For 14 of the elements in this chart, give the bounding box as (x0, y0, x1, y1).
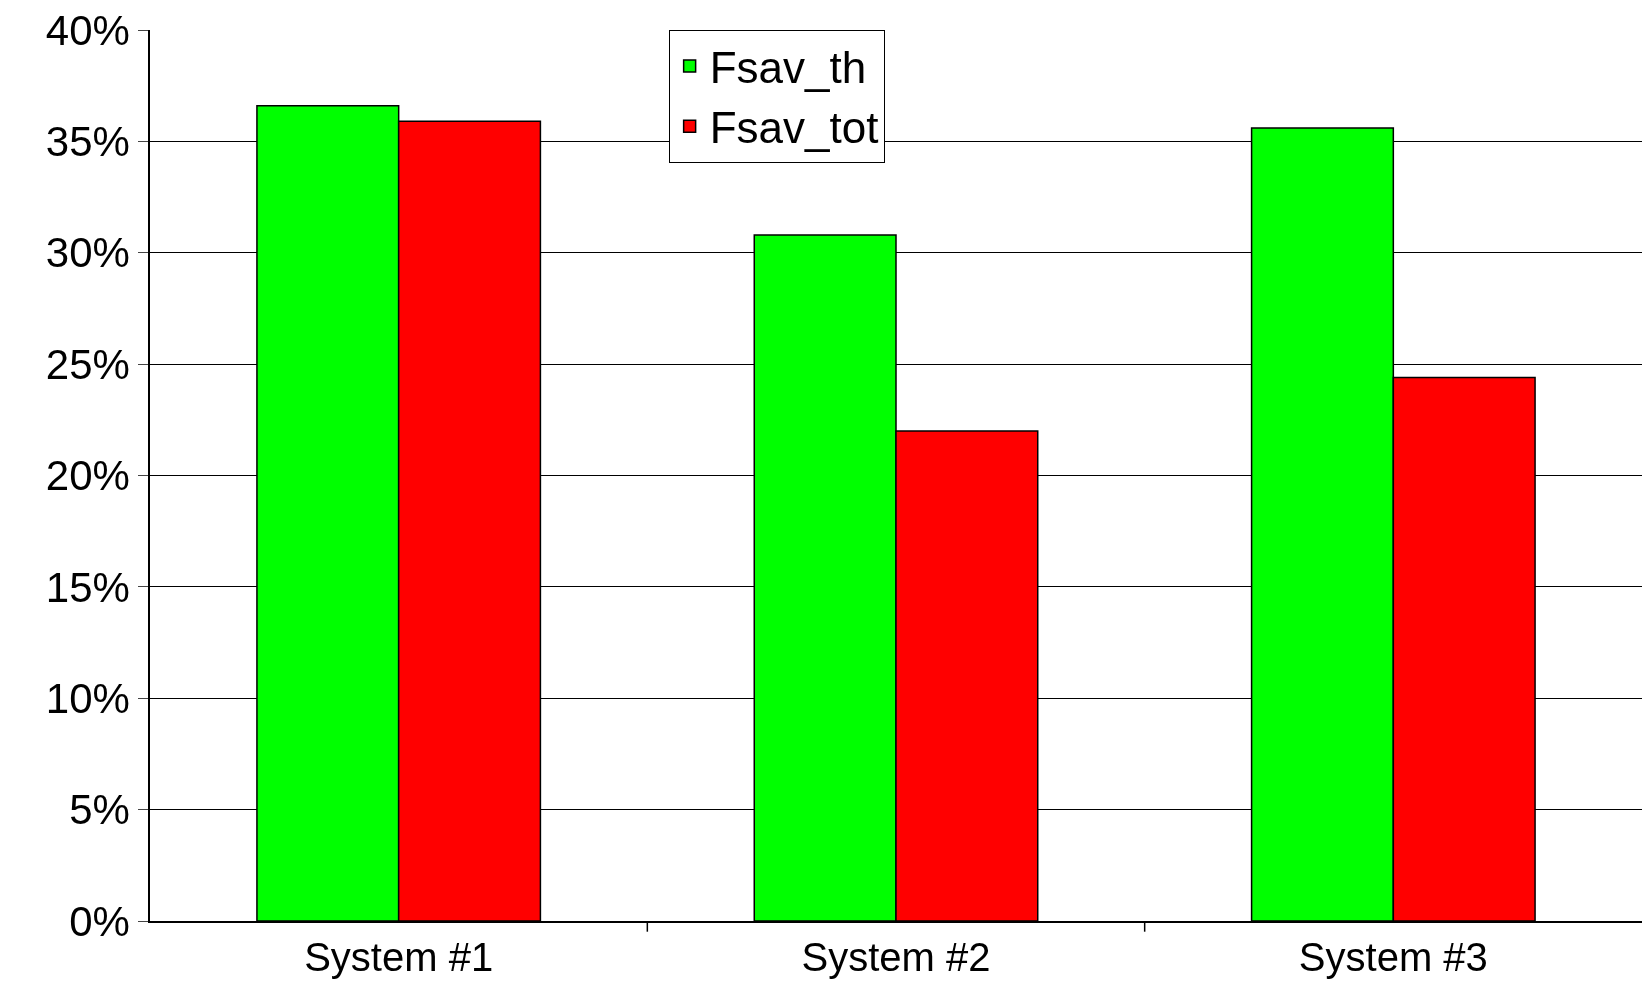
x-tick-label: System #3 (1298, 934, 1488, 979)
y-tick-label: 35% (45, 118, 130, 166)
legend-label: Fsav_tot (709, 103, 879, 153)
y-tick-label: 25% (45, 340, 130, 388)
y-tick-label: 15% (45, 563, 130, 611)
x-tick-label: System #2 (801, 934, 991, 979)
x-tick-label: System #1 (304, 934, 494, 979)
y-tick-label: 10% (45, 674, 130, 722)
y-tick-label: 30% (45, 229, 130, 277)
y-tick-label: 5% (69, 786, 130, 834)
y-tick-label: 0% (69, 897, 130, 945)
y-tick-label: 20% (45, 452, 130, 500)
y-tick-label: 40% (45, 6, 130, 54)
legend-label: Fsav_th (709, 43, 867, 93)
